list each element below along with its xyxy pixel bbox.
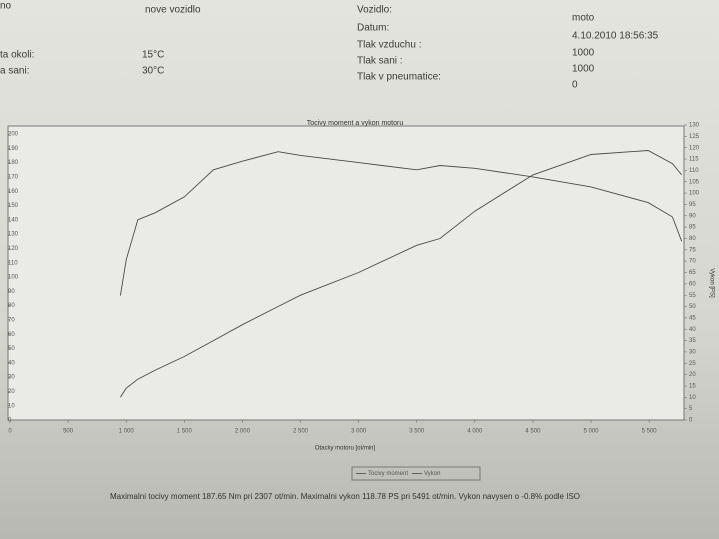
x-tick-label: 0 — [8, 429, 12, 435]
x-tick-label: 3 000 — [351, 429, 367, 435]
y2-tick-label: 120 — [689, 145, 700, 151]
header-value: 15°C — [142, 50, 164, 61]
y-tick-label: 190 — [8, 146, 19, 152]
header-label: Datum: — [357, 23, 389, 34]
legend-box — [351, 466, 481, 481]
header-label: no — [0, 1, 12, 12]
x-tick-label: 500 — [63, 429, 74, 435]
y2-tick-label: 90 — [689, 213, 696, 219]
header-label: ta okoli: — [0, 50, 34, 61]
y2-tick-label: 80 — [689, 236, 696, 242]
y2-tick-label: 45 — [689, 315, 696, 321]
x-tick-label: 1 000 — [119, 429, 135, 435]
y-tick-label: 50 — [8, 346, 15, 352]
y2-tick-label: 10 — [689, 395, 696, 401]
y2-axis-label: Vykon [PS] — [708, 268, 714, 298]
header-value: nove vozidlo — [145, 5, 201, 16]
x-tick-label: 4 500 — [525, 429, 541, 435]
legend-label: Tocivy moment — [368, 471, 408, 477]
chart-title: Tocivy moment a vykon motoru — [307, 120, 404, 127]
y-tick-label: 40 — [8, 360, 15, 366]
header-value: 1000 — [572, 64, 595, 75]
x-tick-label: 5 000 — [584, 429, 600, 435]
y2-tick-label: 75 — [689, 247, 696, 253]
y-tick-label: 170 — [8, 174, 19, 180]
y2-tick-label: 30 — [689, 350, 696, 356]
y2-tick-label: 105 — [689, 179, 700, 185]
y2-tick-label: 65 — [689, 270, 696, 276]
header-label: Vozidlo: — [357, 5, 392, 16]
series-line — [119, 151, 683, 296]
y2-tick-label: 115 — [689, 157, 699, 163]
header-value: moto — [572, 13, 595, 24]
y-tick-label: 110 — [8, 260, 18, 266]
y-tick-label: 120 — [8, 246, 19, 252]
y-tick-label: 80 — [8, 303, 15, 309]
x-tick-label: 2 500 — [293, 429, 309, 435]
y2-tick-label: 95 — [689, 202, 696, 208]
y-tick-label: 30 — [8, 375, 15, 381]
y-tick-label: 150 — [8, 203, 19, 209]
y-tick-label: 140 — [8, 217, 19, 223]
y2-tick-label: 5 — [689, 406, 693, 412]
y-tick-label: 100 — [8, 275, 19, 281]
y2-tick-label: 50 — [689, 304, 696, 310]
header-value: 0 — [572, 80, 578, 91]
x-tick-label: 2 000 — [235, 429, 251, 435]
header-label: Tlak v pneumatice: — [357, 72, 441, 83]
y2-tick-label: 40 — [689, 327, 696, 333]
y-tick-label: 130 — [8, 232, 19, 238]
y2-tick-label: 25 — [689, 361, 696, 367]
y2-tick-label: 70 — [689, 259, 696, 265]
y2-tick-label: 125 — [689, 134, 700, 140]
header-value: 4.10.2010 18:56:35 — [572, 31, 659, 42]
legend-label: Vykon — [424, 471, 440, 477]
x-tick-label: 3 500 — [409, 429, 425, 435]
y-tick-label: 160 — [8, 189, 19, 195]
y-tick-label: 90 — [8, 289, 15, 295]
x-tick-label: 1 500 — [177, 429, 193, 435]
plot-area — [7, 125, 685, 421]
y2-tick-label: 130 — [689, 123, 700, 129]
y2-tick-label: 15 — [689, 384, 696, 390]
y-tick-label: 0 — [8, 418, 12, 424]
x-tick-label: 5 500 — [642, 429, 658, 435]
y-tick-label: 180 — [8, 160, 19, 166]
y-tick-label: 200 — [8, 132, 19, 138]
y2-tick-label: 85 — [689, 225, 696, 231]
header-label: a sani: — [0, 66, 29, 77]
header-label: Tlak vzduchu : — [357, 40, 421, 51]
header-value: 1000 — [572, 48, 595, 59]
y-tick-label: 20 — [8, 389, 15, 395]
header-label: Tlak sani : — [357, 56, 403, 67]
series-line — [120, 150, 683, 398]
y-tick-label: 70 — [8, 317, 15, 323]
header-value: 30°C — [142, 66, 164, 77]
y2-tick-label: 0 — [689, 418, 693, 424]
y2-tick-label: 20 — [689, 372, 696, 378]
footer-text: Maximalni tocivy moment 187.65 Nm pri 23… — [110, 492, 580, 501]
y2-tick-label: 100 — [689, 191, 700, 197]
x-tick-label: 4 000 — [467, 429, 483, 435]
y2-tick-label: 35 — [689, 338, 696, 344]
y2-tick-label: 55 — [689, 293, 696, 299]
y2-tick-label: 60 — [689, 281, 696, 287]
y-tick-label: 10 — [8, 403, 15, 409]
y-tick-label: 60 — [8, 332, 15, 338]
x-axis-label: Otacky motoru [ot/min] — [315, 446, 376, 452]
y2-tick-label: 110 — [689, 168, 699, 174]
